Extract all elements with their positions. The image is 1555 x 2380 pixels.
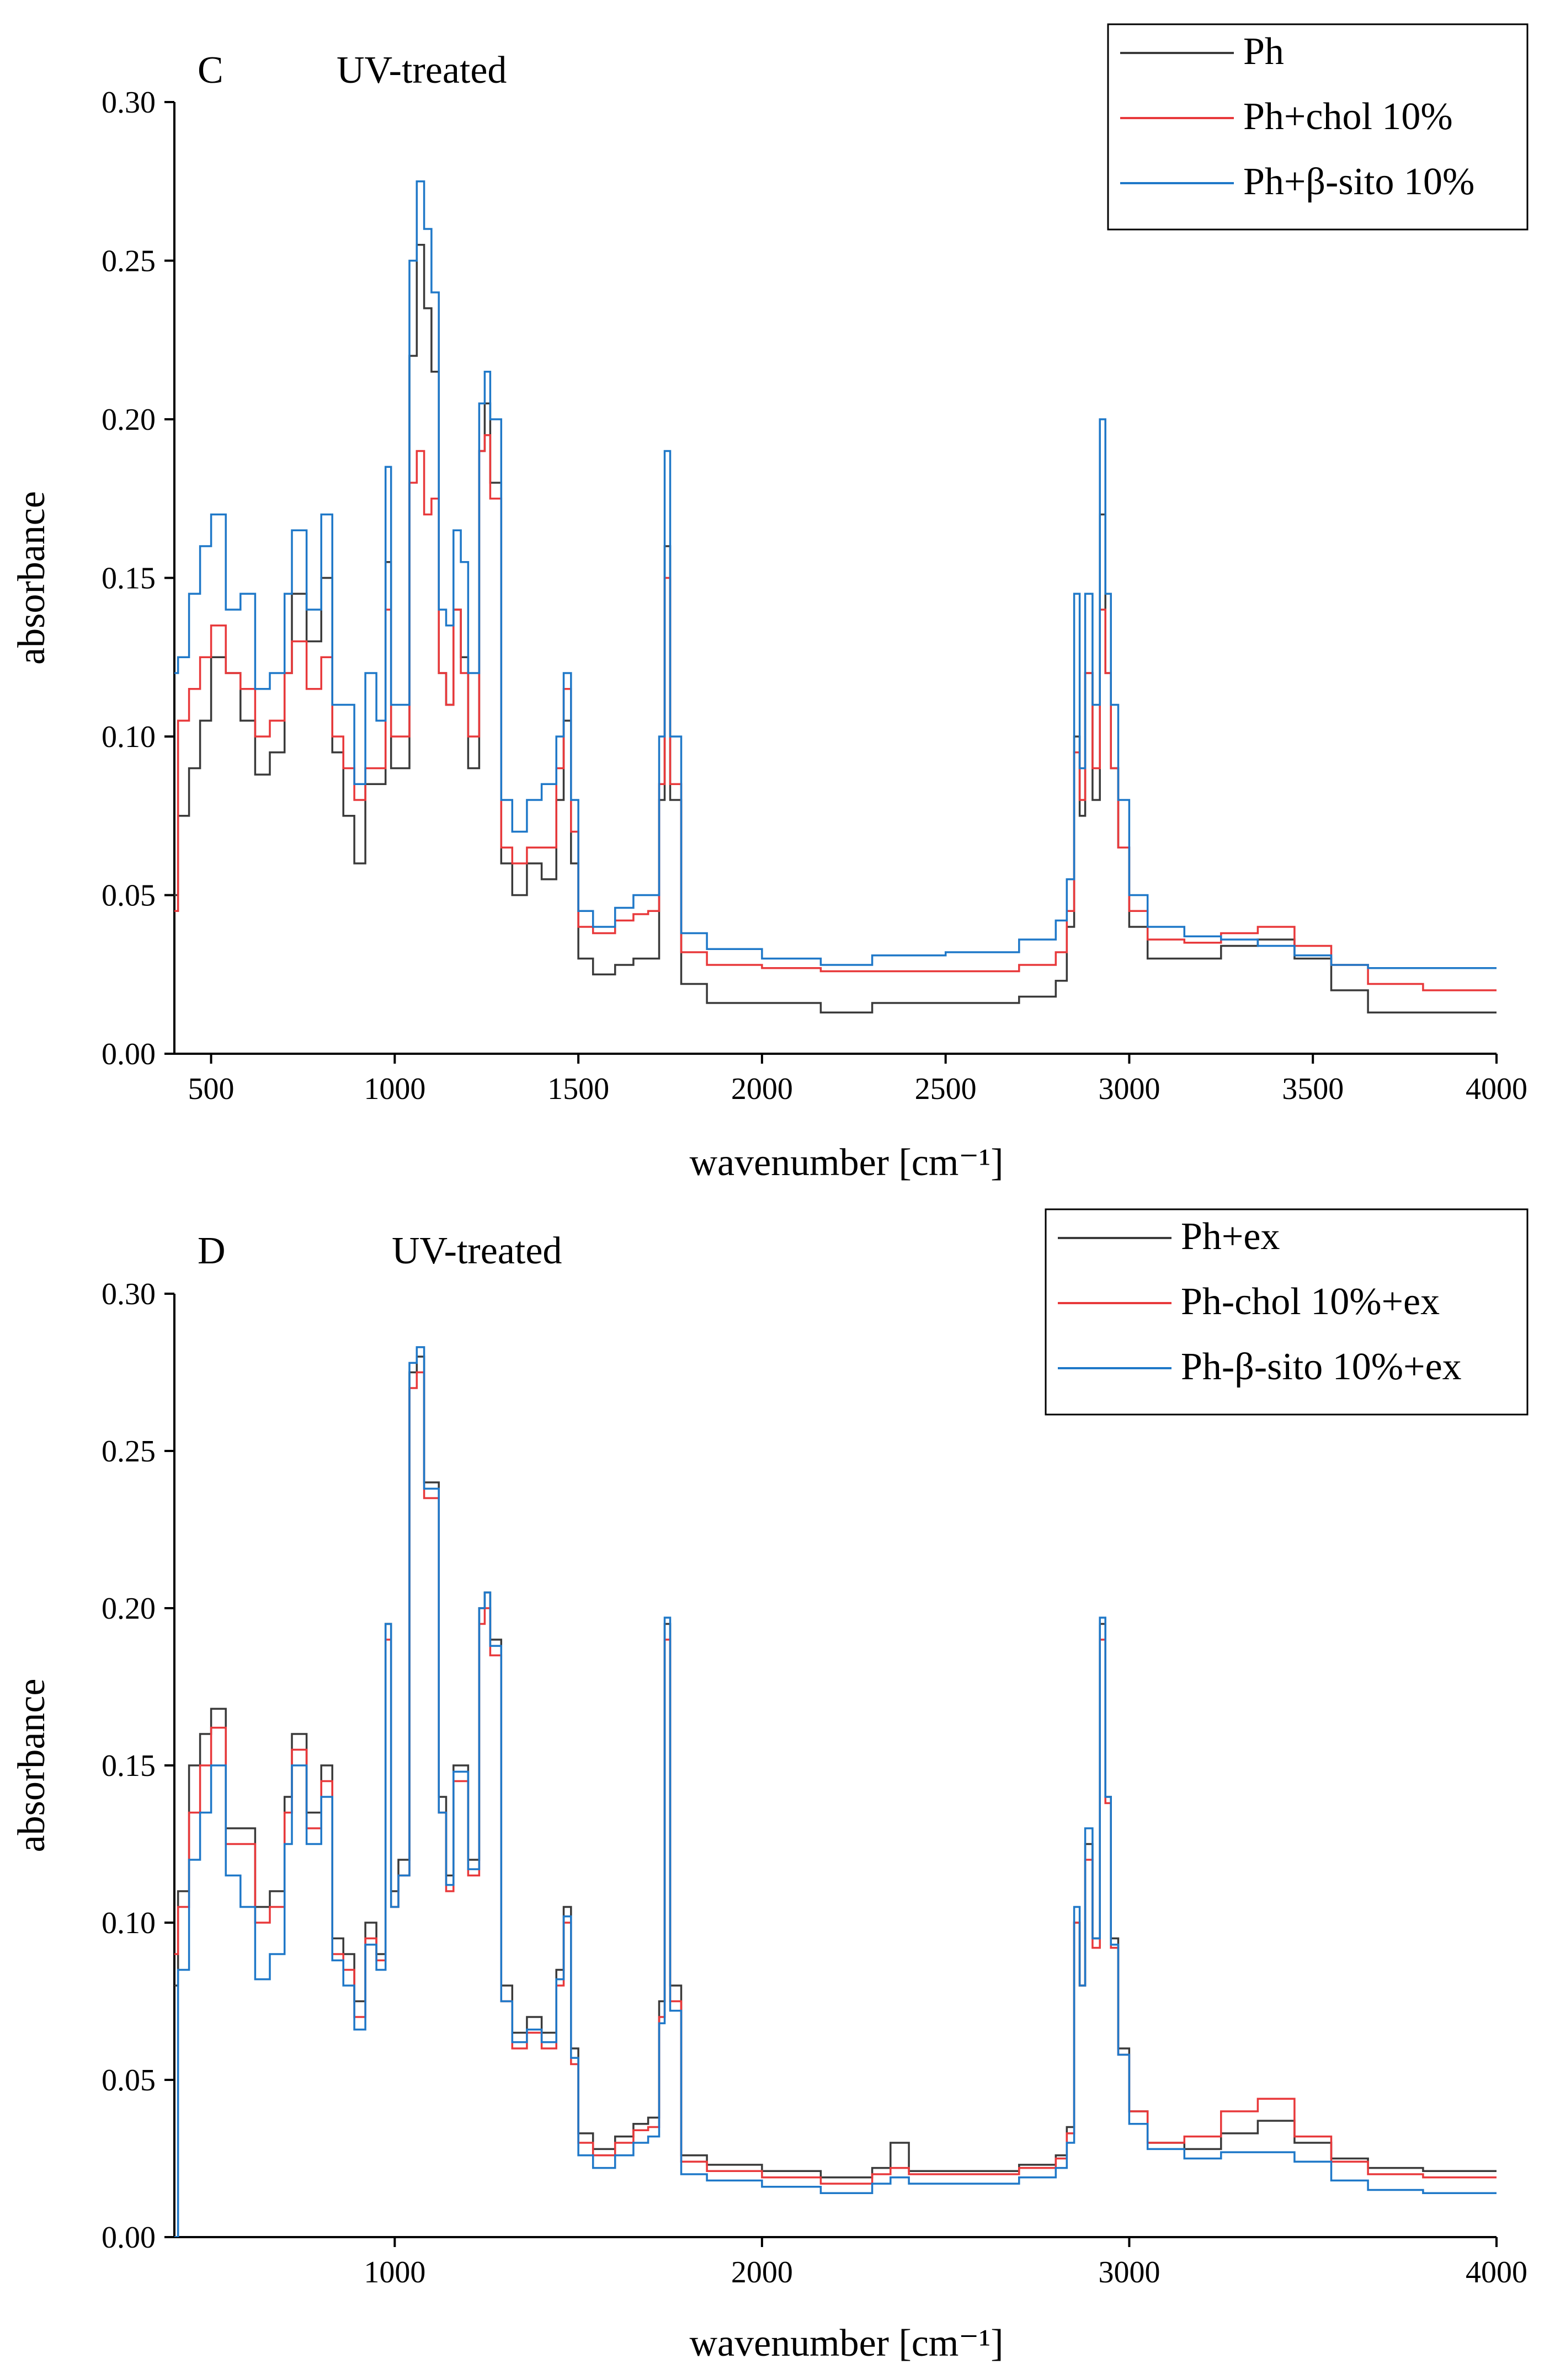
x-tick-label: 3000	[1098, 1072, 1160, 1106]
legend-label: Ph+ex	[1181, 1215, 1280, 1258]
x-tick-label: 4000	[1466, 2255, 1527, 2290]
x-tick-label: 2500	[915, 1072, 977, 1106]
y-tick-label: 0.30	[102, 86, 156, 120]
y-tick-label: 0.25	[102, 244, 156, 279]
chart-title: UV-treated	[337, 49, 507, 92]
panel-label: D	[198, 1230, 226, 1272]
series-line-3	[174, 180, 1497, 969]
panel-label: C	[198, 49, 223, 92]
series-line-3	[174, 1346, 1497, 2237]
legend-box	[1107, 23, 1529, 231]
y-tick-label: 0.10	[102, 1906, 156, 1940]
x-tick-label: 1000	[364, 1072, 425, 1106]
y-axis-title: absorbance	[10, 1679, 53, 1853]
y-tick-label: 0.00	[102, 2221, 156, 2255]
legend-label: Ph+chol 10%	[1243, 95, 1453, 138]
y-tick-label: 0.20	[102, 1592, 156, 1626]
legend-label: Ph-β-sito 10%+ex	[1181, 1346, 1462, 1388]
chart-title: UV-treated	[392, 1230, 562, 1272]
x-tick-label: 1000	[364, 2255, 425, 2290]
chart-panel-c: 0.00 0.05 0.10 0.15 0.20 0.25 0.30 500 1000 1500 2…	[10, 23, 1529, 1184]
x-tick-label: 3000	[1098, 2255, 1160, 2290]
x-axis-title: wavenumber [cm⁻¹]	[689, 1141, 1003, 1184]
y-tick-label: 0.05	[102, 2063, 156, 2098]
chart-panel-d: 0.00 0.05 0.10 0.15 0.20 0.25 0.30 1000 2000 3000…	[10, 1208, 1529, 2365]
y-tick-label: 0.25	[102, 1434, 156, 1469]
x-tick-label: 2000	[731, 2255, 793, 2290]
y-tick-label: 0.15	[102, 562, 156, 596]
x-tick-label: 1500	[547, 1072, 609, 1106]
x-tick-label: 4000	[1466, 1072, 1527, 1106]
y-tick-label: 0.20	[102, 403, 156, 437]
y-tick-label: 0.05	[102, 879, 156, 913]
y-tick-label: 0.00	[102, 1037, 156, 1071]
y-tick-label: 0.10	[102, 720, 156, 754]
legend-label: Ph-chol 10%+ex	[1181, 1280, 1440, 1323]
legend-label: Ph+β-sito 10%	[1243, 161, 1474, 203]
y-tick-label: 0.15	[102, 1749, 156, 1783]
legend-label: Ph	[1243, 30, 1284, 73]
legend: Ph Ph+chol 10% Ph+β-sito 10%	[1107, 23, 1529, 231]
y-axis-title: absorbance	[10, 491, 53, 665]
x-axis-title: wavenumber [cm⁻¹]	[689, 2322, 1003, 2365]
legend: Ph+ex Ph-chol 10%+ex Ph-β-sito 10%+ex	[1045, 1208, 1529, 1416]
y-tick-label: 0.30	[102, 1277, 156, 1311]
x-tick-label: 500	[188, 1072, 235, 1106]
legend-box	[1045, 1208, 1529, 1416]
x-tick-label: 2000	[731, 1072, 793, 1106]
x-tick-label: 3500	[1282, 1072, 1344, 1106]
